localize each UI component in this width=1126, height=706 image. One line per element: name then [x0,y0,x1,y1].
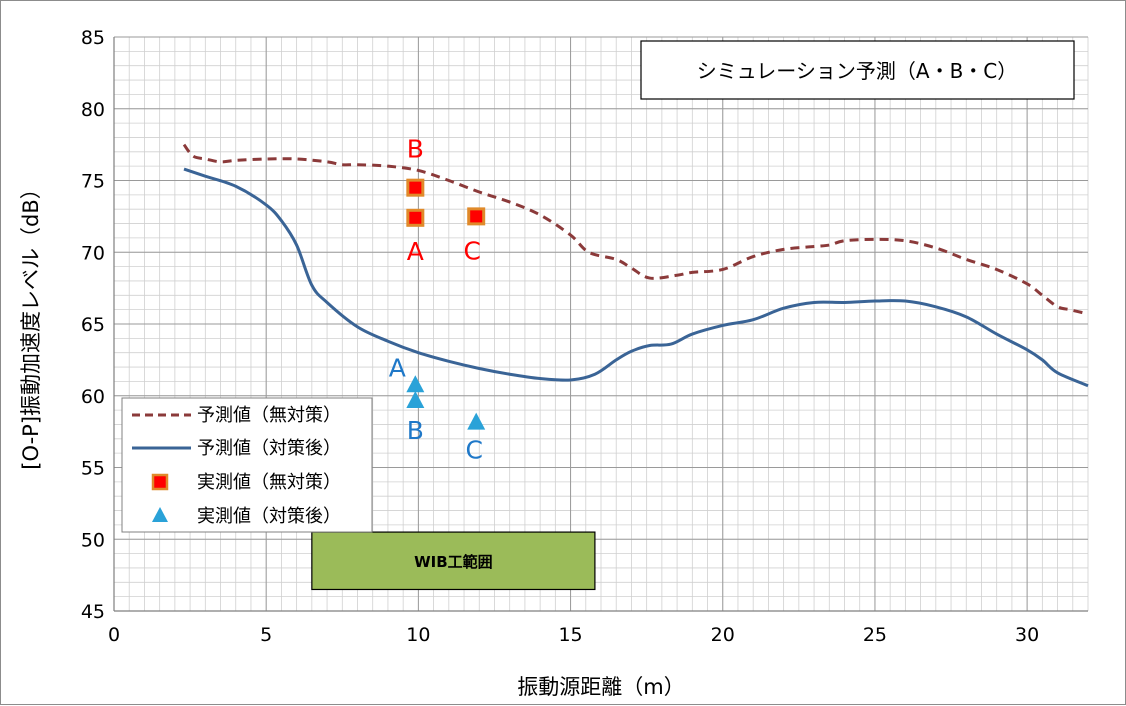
y-tick-label: 50 [81,529,105,551]
point-triangle [467,412,486,430]
annotations-layer: WIB工範囲 [311,531,596,591]
x-tick-label: 5 [260,624,272,646]
chart-title: シミュレーション予測（A・B・C） [697,59,1018,83]
series-line-no-measures [182,143,1089,316]
legend: 予測値（無対策） 予測値（対策後） 実測値（無対策） 実測値（対策後） [121,397,373,533]
point-label: C [465,436,482,465]
point-square [467,207,486,226]
point-square [406,208,425,227]
point-label: B [407,416,424,445]
legend-label-2: 予測値（対策後） [197,438,341,459]
point-square [406,178,425,197]
x-tick-label: 20 [711,624,735,646]
y-tick-label: 85 [81,27,105,49]
y-axis-title: [O-P]振動加速度レベル（dB） [19,178,43,469]
point-label: B [407,135,424,164]
series-line-after-measures [183,167,1089,388]
y-tick-label: 55 [81,458,105,480]
point-triangle [406,391,425,409]
legend-swatch-square [151,473,169,491]
wib-range-box [311,531,596,591]
legend-label-1: 予測値（無対策） [197,405,341,426]
legend-frame [121,397,373,533]
axes-layer [113,37,1088,612]
y-tick-label: 65 [81,314,105,336]
x-tick-label: 15 [558,624,582,646]
y-tick-label: 70 [81,242,105,264]
x-tick-label: 0 [108,624,120,646]
legend-label-4: 実測値（対策後） [197,506,341,527]
chart-title-box: シミュレーション予測（A・B・C） [640,40,1075,100]
x-tick-label: 30 [1015,624,1039,646]
legend-label-3: 実測値（無対策） [197,472,341,493]
point-triangle [406,375,425,393]
x-tick-label: 25 [863,624,887,646]
wib-range-label: WIB工範囲 [414,553,493,571]
point-label: A [407,237,424,266]
tick-labels: 0 5 10 15 20 25 30 45 50 55 60 65 70 75 80 85 [81,27,1039,646]
x-tick-label: 10 [406,624,430,646]
series-layer: B A C A B C [182,135,1089,465]
x-axis-title: 振動源距離（m） [517,675,684,699]
point-label: C [463,236,480,265]
legend-swatch-triangle [152,507,168,522]
y-tick-label: 80 [81,99,105,121]
y-tick-label: 60 [81,386,105,408]
y-tick-label: 75 [81,171,105,193]
point-label: A [389,353,406,382]
y-tick-label: 45 [81,601,105,623]
